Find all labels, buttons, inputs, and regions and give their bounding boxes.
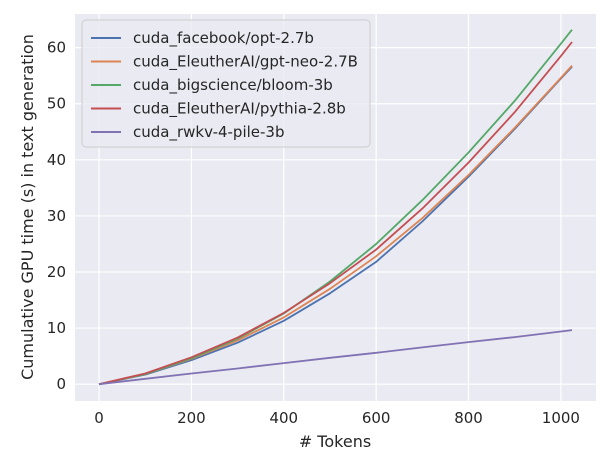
x-tick-label: 1000 bbox=[542, 409, 580, 427]
y-tick-label: 30 bbox=[47, 207, 66, 225]
y-tick-label: 40 bbox=[47, 151, 66, 169]
legend-label-3: cuda_EleutherAI/pythia-2.8b bbox=[133, 100, 346, 119]
y-axis-label: Cumulative GPU time (s) in text generati… bbox=[18, 34, 37, 380]
legend-label-4: cuda_rwkv-4-pile-3b bbox=[133, 123, 285, 142]
series-line-4 bbox=[98, 329, 573, 386]
x-tick-label: 800 bbox=[454, 409, 483, 427]
x-axis-ticks: 0 200 400 600 800 1000 bbox=[94, 409, 580, 427]
x-tick-label: 400 bbox=[269, 409, 298, 427]
series-lines bbox=[98, 29, 573, 386]
x-tick-label: 0 bbox=[94, 409, 104, 427]
y-tick-label: 0 bbox=[56, 375, 66, 393]
series-line-2 bbox=[98, 29, 573, 386]
y-tick-label: 60 bbox=[47, 39, 66, 57]
x-axis-label: # Tokens bbox=[299, 432, 371, 451]
legend-label-1: cuda_EleutherAI/gpt-neo-2.7B bbox=[133, 53, 358, 72]
x-tick-label: 600 bbox=[362, 409, 391, 427]
y-axis-ticks: 0 10 20 30 40 50 60 bbox=[47, 39, 66, 394]
y-tick-label: 50 bbox=[47, 95, 66, 113]
legend-label-0: cuda_facebook/opt-2.7b bbox=[133, 29, 314, 48]
legend-box bbox=[81, 19, 371, 148]
y-tick-label: 20 bbox=[47, 263, 66, 281]
legend-label-2: cuda_bigscience/bloom-3b bbox=[133, 76, 333, 95]
y-tick-label: 10 bbox=[47, 319, 66, 337]
series-line-3 bbox=[98, 41, 573, 386]
x-tick-label: 200 bbox=[177, 409, 206, 427]
legend: cuda_facebook/opt-2.7b cuda_EleutherAI/gp… bbox=[81, 19, 371, 148]
